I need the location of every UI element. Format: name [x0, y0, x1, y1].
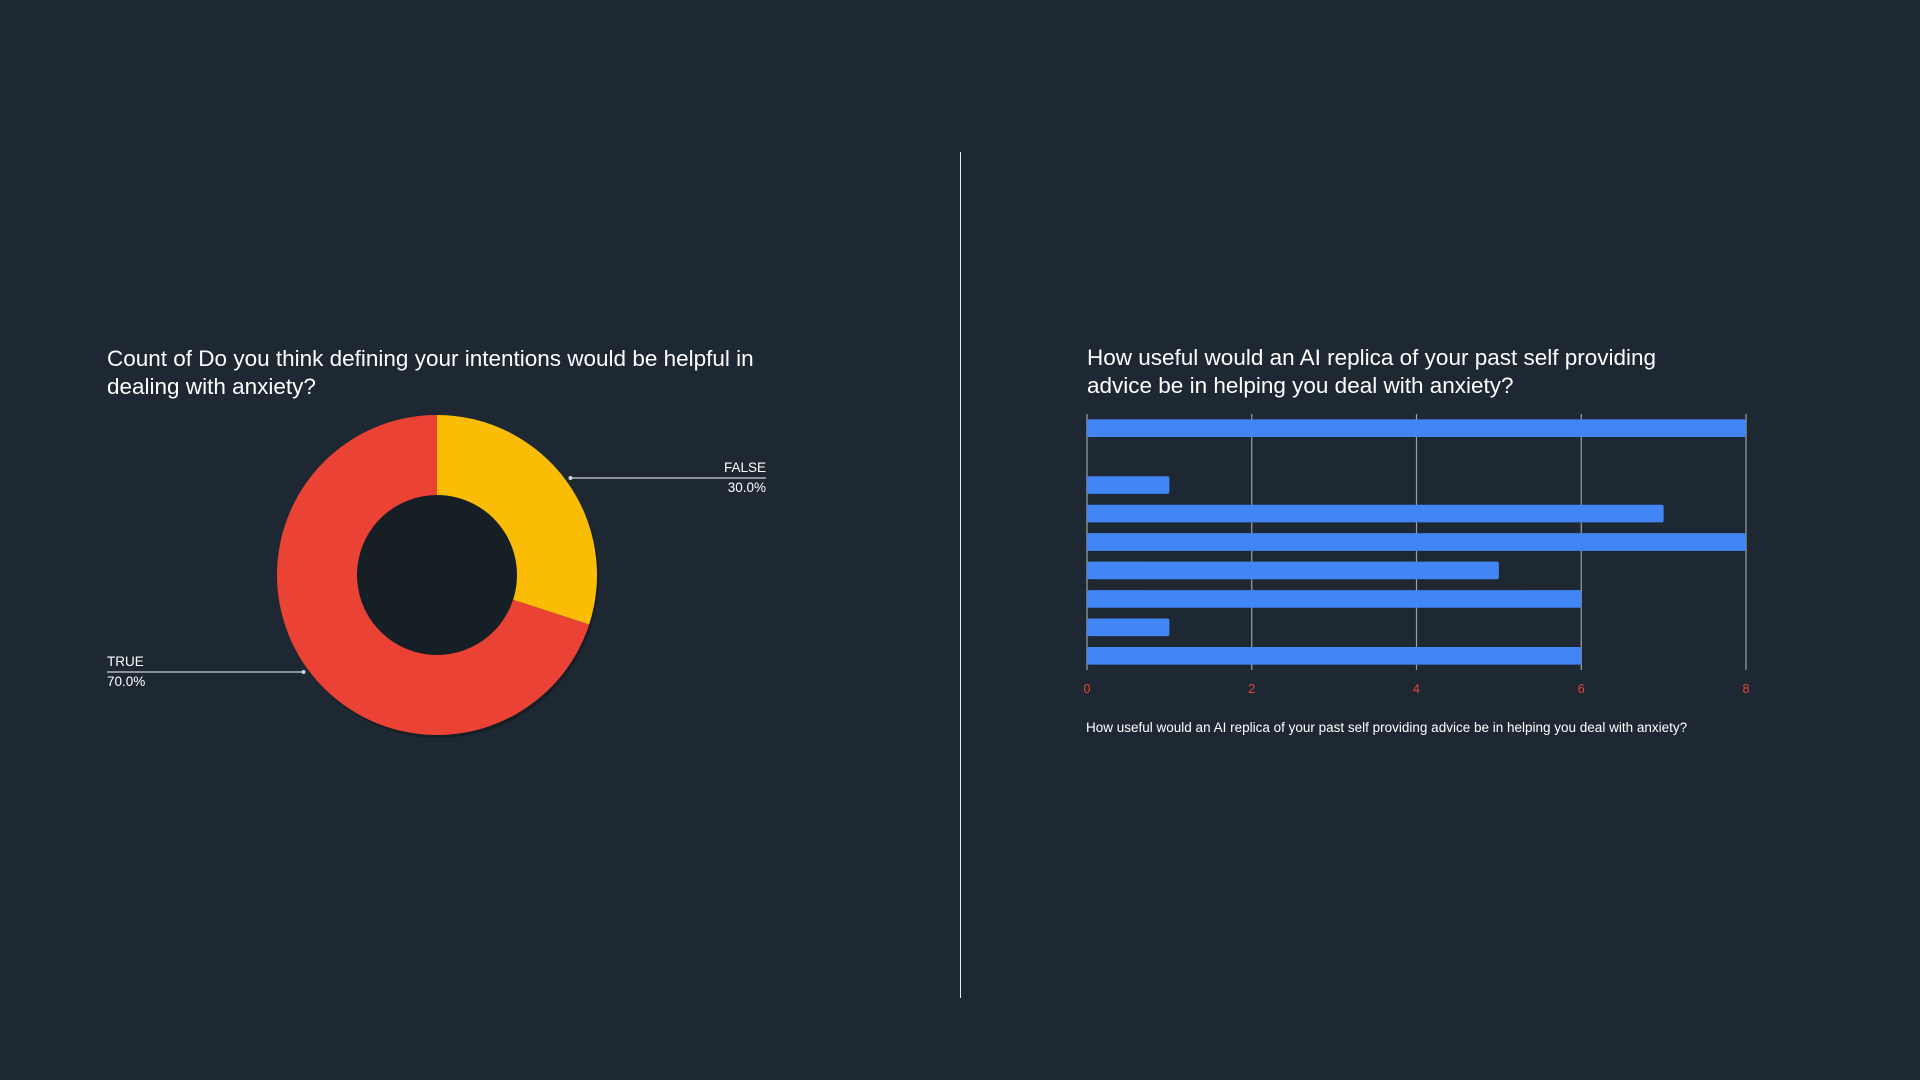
bar-8 — [1087, 646, 1582, 665]
donut-chart: FALSE 30.0% TRUE 70.0% — [107, 415, 766, 738]
bar-tick-label-4: 4 — [1413, 682, 1420, 696]
bar-x-axis-label: How useful would an AI replica of your p… — [1086, 720, 1687, 735]
donut-percent-false: 30.0% — [728, 480, 766, 495]
bar-4 — [1087, 533, 1746, 551]
slide-divider — [960, 152, 961, 998]
bar-5 — [1087, 561, 1499, 580]
bar-tick-label-8: 8 — [1743, 682, 1750, 696]
bar-tick-label-6: 6 — [1578, 682, 1585, 696]
bar-chart-title: How useful would an AI replica of your p… — [1087, 345, 1657, 398]
donut-label-false: FALSE — [724, 460, 766, 475]
bar-2 — [1087, 476, 1170, 494]
donut-slice-false — [437, 415, 598, 625]
bar-7 — [1087, 618, 1170, 637]
donut-label-true: TRUE — [107, 654, 144, 669]
bar-0 — [1087, 419, 1746, 438]
bar-tick-label-0: 0 — [1084, 682, 1091, 696]
bar-3 — [1087, 504, 1664, 523]
bar-tick-label-2: 2 — [1248, 682, 1255, 696]
donut-chart-title: Count of Do you think defining your inte… — [107, 346, 754, 399]
bar-6 — [1087, 590, 1582, 608]
donut-percent-true: 70.0% — [107, 674, 145, 689]
donut-slice-true — [277, 415, 590, 735]
